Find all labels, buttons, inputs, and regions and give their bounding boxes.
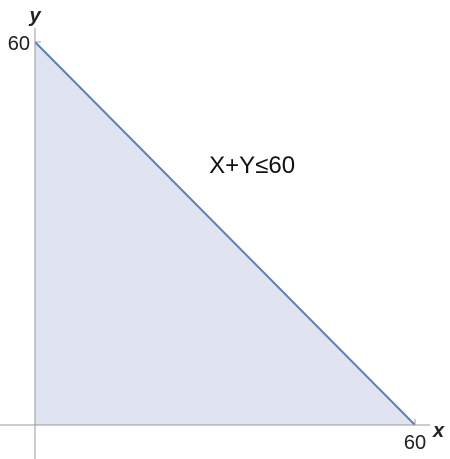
y-axis-label: y <box>28 5 41 27</box>
boundary-line <box>34 41 416 426</box>
x-axis-label: x <box>432 420 445 442</box>
y-tick-label: 60 <box>8 33 30 55</box>
inequality-annotation: X+Y≤60 <box>209 152 295 179</box>
x-tick-label: 60 <box>404 432 426 454</box>
